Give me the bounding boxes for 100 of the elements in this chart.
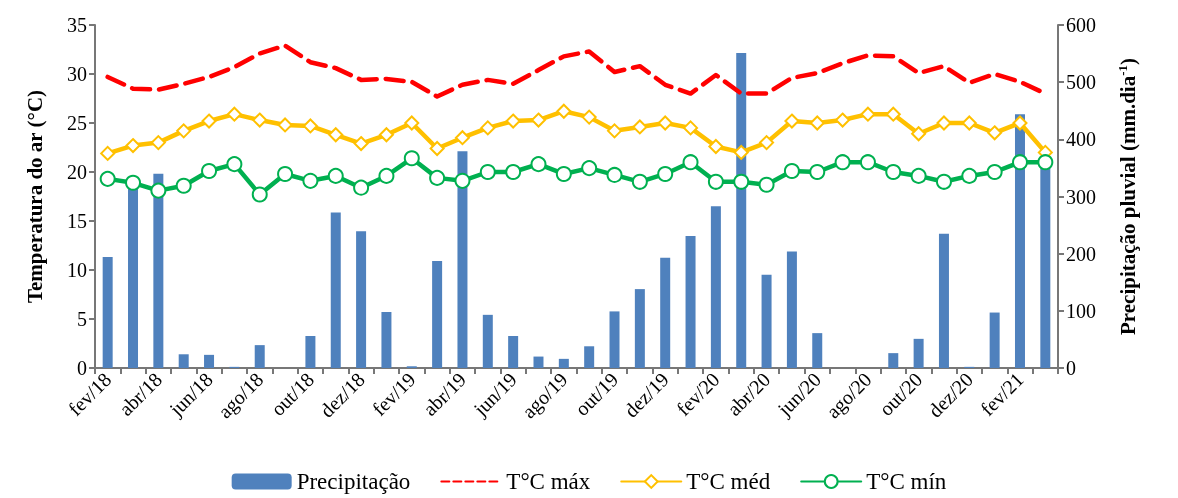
point [328,127,344,143]
y-tick-label: 0 [77,357,87,379]
point [99,170,116,187]
point [150,135,166,151]
bar [356,231,367,368]
y2-tick-label: 200 [1066,242,1096,265]
point [555,165,572,182]
point [505,164,522,180]
point [556,103,572,119]
point [125,174,142,191]
point [707,173,724,190]
y2-tick-label: 100 [1066,299,1096,322]
y-tick-label: 15 [67,210,87,232]
y2-tick-label: 400 [1066,128,1096,151]
point [327,167,344,184]
point [606,166,623,183]
bar [153,173,164,368]
point [302,172,319,189]
bar [989,312,1000,368]
bar [482,314,493,368]
bar [736,53,747,368]
bar [558,358,569,368]
point [150,182,167,199]
bar [178,354,189,368]
point [632,119,648,135]
bar [685,235,696,368]
bar [381,311,392,368]
point [607,123,623,139]
point [404,115,420,131]
y2-tick-label: 0 [1066,357,1076,379]
y2-tick-label: 300 [1066,185,1096,208]
point [100,145,116,161]
legend-label: T°C mín [866,469,947,494]
point [885,106,901,122]
point [251,186,268,203]
point [581,109,597,125]
point [252,112,268,128]
point [302,118,318,134]
y-tick-label: 20 [67,161,87,183]
point [961,167,978,184]
bar [660,257,671,368]
y-tick-label: 35 [67,14,87,36]
point [784,113,800,129]
point [708,139,724,155]
point [682,154,699,171]
point [733,173,750,190]
y2-tick-label: 500 [1066,71,1096,94]
bar [508,335,519,368]
point [125,138,141,154]
point [505,113,521,129]
bar [533,356,544,368]
point [480,120,496,136]
point [353,136,369,152]
point [530,156,547,173]
point [201,163,218,180]
bar [305,335,316,368]
point [226,106,242,122]
point [809,115,825,131]
point [936,115,952,131]
y-axis-title: Temperatura do ar (°C) [22,89,47,304]
point [911,126,927,142]
y-tick-label: 5 [77,308,87,330]
point [1012,115,1028,131]
bar [786,251,797,368]
point [353,179,370,196]
bar [812,333,823,368]
y-tick-label: 10 [67,259,87,281]
bar [913,338,924,368]
bar [761,274,772,368]
bar [634,289,645,368]
point [910,167,927,184]
point [809,164,826,180]
point [657,115,673,131]
point [885,164,902,180]
point [1012,154,1028,171]
point [429,140,445,156]
point [429,169,446,186]
point [201,113,217,129]
bar [457,151,468,368]
y2-tick-label: 600 [1066,14,1096,36]
point [378,167,395,184]
y2-axis-title: Precipitação pluvial (mm.dia-1) [1115,58,1140,335]
point [403,150,420,167]
point [277,165,294,182]
bar [102,257,113,368]
point [987,125,1003,141]
point [581,160,598,177]
point [860,106,876,122]
point [631,173,648,190]
point [783,163,800,180]
y-tick-label: 30 [67,63,87,85]
point [226,156,243,173]
point [835,112,851,128]
point [378,127,394,143]
bar [128,186,139,368]
legend-label: T°C máx [506,469,591,494]
bar [432,261,443,368]
point [454,172,471,189]
point [1037,154,1054,171]
point [758,176,775,193]
